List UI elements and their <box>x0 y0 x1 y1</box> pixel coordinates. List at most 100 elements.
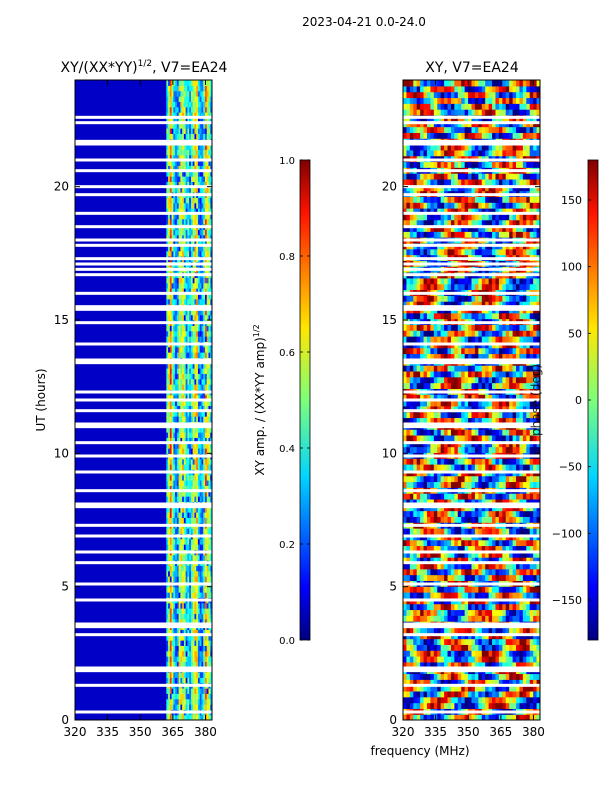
amplitude-cell <box>206 677 210 684</box>
amplitude-cell <box>192 101 196 108</box>
amplitude-cell <box>183 250 187 257</box>
amplitude-cell <box>173 544 176 550</box>
amplitude-cell <box>203 394 206 401</box>
amplitude-cell <box>173 133 176 140</box>
phase-cell <box>403 702 408 709</box>
phase-cell <box>457 603 462 611</box>
amplitude-cell <box>194 618 197 625</box>
amplitude-cell <box>208 373 211 380</box>
amplitude-cell <box>178 218 181 225</box>
phase-cell <box>492 679 497 686</box>
amplitude-cell <box>204 592 208 598</box>
amplitude-cell <box>180 458 183 465</box>
phase-cell <box>516 714 521 720</box>
amplitude-cell <box>182 160 185 166</box>
amplitude-cell <box>175 410 178 417</box>
phase-cell <box>457 528 462 535</box>
phase-cell <box>468 475 473 483</box>
amplitude-cell <box>203 416 206 422</box>
amplitude-cell <box>180 490 183 497</box>
amplitude-cell <box>185 277 189 284</box>
phase-cell <box>403 574 408 581</box>
amplitude-cell <box>166 197 169 204</box>
amplitude-cell <box>171 298 174 305</box>
phase-cell <box>481 615 486 622</box>
phase-cell <box>440 644 445 651</box>
phase-cell <box>420 510 425 517</box>
amplitude-cell <box>189 464 192 470</box>
amplitude-cell <box>206 592 210 598</box>
phase-cell <box>416 493 421 500</box>
amplitude-cell <box>168 208 171 214</box>
amplitude-cell <box>204 288 208 294</box>
amplitude-cell <box>197 208 201 214</box>
amplitude-cell <box>201 128 204 134</box>
phase-cell <box>522 696 527 704</box>
phase-cell <box>464 638 469 645</box>
amplitude-cell <box>168 362 171 369</box>
amplitude-cell <box>189 309 192 316</box>
amplitude-cell <box>173 165 176 172</box>
amplitude-cell <box>201 602 204 609</box>
amplitude-cell <box>185 336 189 342</box>
amplitude-cell <box>197 704 201 710</box>
amplitude-cell <box>203 80 206 86</box>
amplitude-cell <box>208 170 211 177</box>
amplitude-cell <box>183 122 187 129</box>
phase-cell <box>488 586 493 593</box>
amplitude-cell <box>196 496 199 502</box>
phase-cell <box>420 516 425 523</box>
phase-cell <box>433 475 438 483</box>
amplitude-xtick-label: 335 <box>96 725 119 739</box>
amplitude-cell <box>175 384 178 390</box>
amplitude-cell <box>190 352 194 358</box>
amplitude-cell <box>168 464 171 470</box>
amplitude-cell <box>194 650 197 657</box>
amplitude-cell <box>166 336 169 342</box>
amplitude-cell <box>208 90 211 97</box>
amplitude-cell <box>169 640 173 646</box>
phase-cell <box>413 685 418 692</box>
amplitude-cell <box>171 528 174 534</box>
phase-cell <box>471 638 476 645</box>
amplitude-cell <box>189 373 192 380</box>
phase-cell <box>474 574 479 581</box>
amplitude-cell <box>201 474 204 481</box>
phase-cell <box>444 679 449 686</box>
phase-cell <box>403 493 408 500</box>
amplitude-cell <box>204 405 208 412</box>
amplitude-cell <box>168 693 171 700</box>
amplitude-cell <box>206 149 210 156</box>
amplitude-cell <box>208 629 211 636</box>
phase-cell <box>478 603 483 611</box>
amplitude-cell <box>166 293 169 300</box>
amplitude-cell <box>208 405 211 412</box>
phase-cell <box>450 609 455 616</box>
amplitude-cell <box>192 378 196 385</box>
amplitude-cell <box>166 485 169 492</box>
phase-cell <box>409 516 414 523</box>
amplitude-cell <box>178 672 181 678</box>
amplitude-cell <box>176 352 180 358</box>
phase-cell <box>533 528 538 535</box>
amplitude-cell <box>180 656 183 662</box>
amplitude-cell <box>182 645 185 652</box>
amplitude-cell <box>166 698 169 705</box>
amplitude-cell <box>201 400 204 406</box>
phase-cell <box>498 498 503 506</box>
amplitude-cell <box>178 618 181 625</box>
amplitude-cell <box>183 618 187 625</box>
amplitude-cell <box>180 688 183 694</box>
amplitude-cell <box>206 250 210 257</box>
amplitude-cell <box>206 554 210 561</box>
amplitude-cell <box>169 554 173 561</box>
amplitude-cell <box>208 309 211 316</box>
amplitude-cell <box>210 394 212 401</box>
amplitude-cell <box>206 544 210 550</box>
amplitude-cell <box>192 213 196 220</box>
amplitude-cell <box>194 517 197 524</box>
amplitude-cell <box>189 80 192 86</box>
amplitude-cell <box>190 96 194 102</box>
phase-cell <box>447 714 452 720</box>
amplitude-cell <box>182 410 185 417</box>
